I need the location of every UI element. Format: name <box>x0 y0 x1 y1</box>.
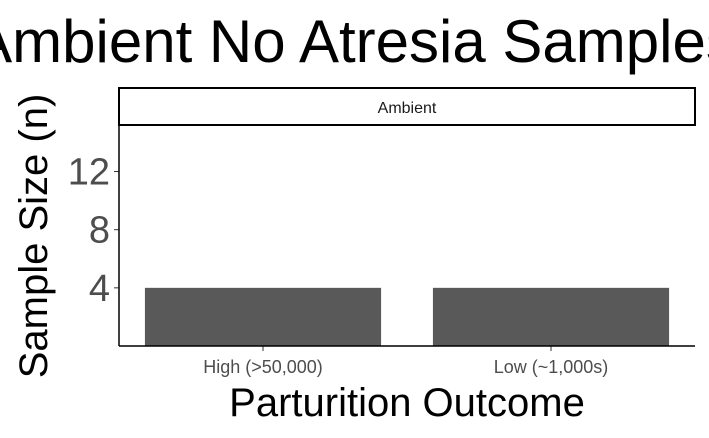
facet-strip <box>118 87 696 126</box>
bars-group <box>144 287 670 346</box>
x-axis-title: Parturition Outcome <box>229 381 585 425</box>
bar-2 <box>432 287 670 346</box>
y-tick-label: 4 <box>89 268 110 310</box>
y-tick-label: 8 <box>89 210 110 252</box>
x-tick-label: Low (~1,000s) <box>494 357 609 377</box>
y-ticks-group: 4 8 12 <box>68 152 119 310</box>
x-tick-label: High (>50,000) <box>203 357 323 377</box>
chart-title: Ambient No Atresia Samples <box>0 8 709 75</box>
bar-1 <box>144 287 382 346</box>
y-tick-label: 12 <box>68 152 110 194</box>
x-ticks-group: High (>50,000) Low (~1,000s) <box>203 346 608 377</box>
y-axis-title: Sample Size (n) <box>12 94 56 379</box>
facet-strip-label: Ambient <box>378 100 437 117</box>
